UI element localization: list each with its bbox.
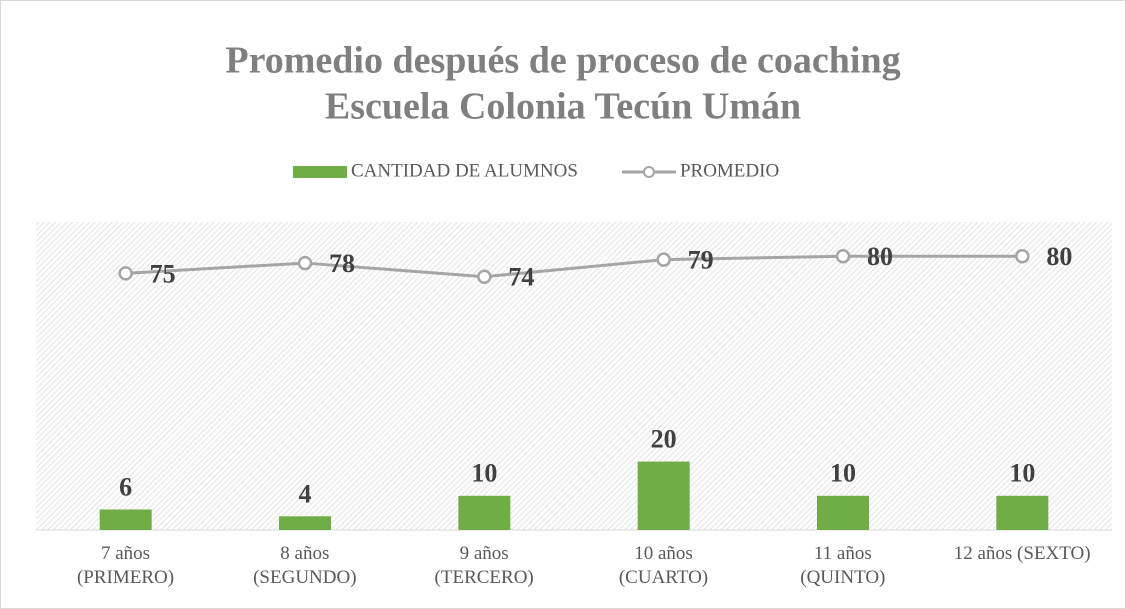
x-tick-label: 7 años (PRIMERO) xyxy=(76,543,175,588)
bar xyxy=(996,495,1049,530)
data-label: 10 xyxy=(830,459,856,488)
legend-swatch xyxy=(642,166,655,178)
bar xyxy=(637,461,690,530)
data-label: 80 xyxy=(1046,242,1072,271)
marker xyxy=(1015,248,1030,264)
data-label: 10 xyxy=(471,459,497,488)
data-label: 6 xyxy=(119,472,132,501)
x-tick-label: 11 años (QUINTO) xyxy=(800,543,886,588)
data-label: 75 xyxy=(150,259,176,288)
marker xyxy=(656,252,671,267)
data-label: 78 xyxy=(329,249,355,278)
marker xyxy=(477,269,492,285)
data-label: 10 xyxy=(1009,459,1035,488)
data-label: 4 xyxy=(299,479,312,508)
plot-area xyxy=(36,222,1112,530)
bar xyxy=(279,516,331,530)
x-tick-label: 10 años (CUARTO) xyxy=(618,543,709,588)
chart-subtitle: Escuela Colonia Tecún Umán xyxy=(325,86,801,128)
data-label: 74 xyxy=(508,263,534,292)
marker xyxy=(118,266,133,281)
bar xyxy=(99,509,152,530)
bar xyxy=(458,495,511,530)
chart-title: Promedio después de proceso de coaching xyxy=(225,40,900,82)
legend-swatch xyxy=(293,166,347,178)
data-label: 20 xyxy=(651,425,677,454)
legend-label: PROMEDIO xyxy=(680,160,779,181)
bar xyxy=(817,495,869,530)
x-tick-label: 8 años (SEGUNDO) xyxy=(253,543,357,588)
x-tick-label: 12 años (SEXTO) xyxy=(953,543,1091,564)
data-label: 80 xyxy=(867,242,893,271)
x-tick-label: 9 años (TERCERO) xyxy=(434,543,534,588)
line xyxy=(125,254,1023,279)
legend-label: CANTIDAD DE ALUMNOS xyxy=(351,160,578,181)
data-label: 79 xyxy=(688,246,714,275)
marker xyxy=(835,248,851,264)
marker xyxy=(297,255,313,271)
